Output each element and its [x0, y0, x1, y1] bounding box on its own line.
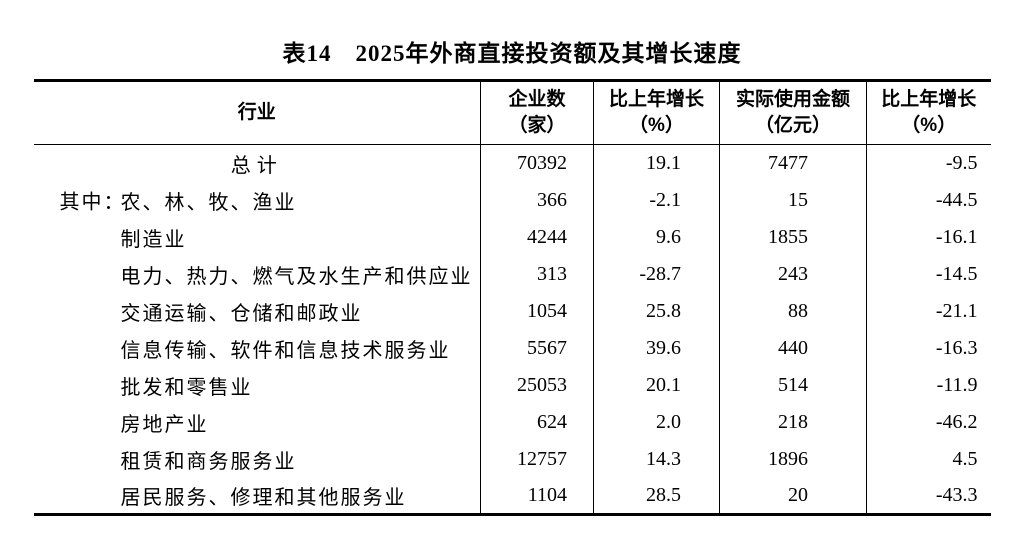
- industry-cell: 批发和零售业: [34, 367, 481, 404]
- table-row: 租赁和商务服务业 12757 14.3 1896 4.5: [34, 440, 991, 478]
- amount-value: 243: [719, 255, 867, 293]
- table-row: 房地产业 624 2.0 218 -46.2: [34, 403, 991, 441]
- enterprises-value: 1054: [480, 292, 594, 330]
- amount-growth-value: -16.1: [866, 218, 991, 256]
- table-row: 批发和零售业 25053 20.1 514 -11.9: [34, 366, 991, 404]
- amount-growth-value: -16.3: [866, 329, 991, 367]
- table-header: 行业 企业数 （家） 比上年增长 （%） 实际使用金额 （亿元） 比上年增长: [33, 80, 991, 145]
- enterprises-value: 624: [480, 403, 594, 441]
- amount-value: 514: [719, 366, 867, 404]
- enterprises-growth-value: 2.0: [593, 403, 720, 441]
- enterprises-growth-value: 28.5: [593, 477, 720, 515]
- amount-value: 1896: [719, 440, 867, 478]
- amount-growth-value: -21.1: [866, 292, 991, 330]
- enterprises-growth-value: 9.6: [593, 218, 720, 256]
- industry-label: 制造业: [120, 228, 187, 251]
- col-header-enterprises: 企业数 （家）: [480, 80, 594, 145]
- amount-value: 88: [719, 292, 867, 330]
- col-header-line1: 比上年增长: [608, 89, 704, 110]
- amount-growth-value: -43.3: [866, 477, 991, 515]
- enterprises-value: 1104: [480, 477, 594, 515]
- enterprises-growth-value: 25.8: [593, 292, 720, 330]
- industry-cell: 制造业: [34, 219, 481, 256]
- table-row: 其中： 农、林、牧、渔业 366 -2.1 15 -44.5: [34, 181, 991, 219]
- industry-cell: 总计: [34, 145, 481, 182]
- amount-value: 7477: [719, 144, 867, 182]
- col-header-enterprises-growth: 比上年增长 （%）: [593, 80, 720, 145]
- enterprises-value: 25053: [480, 366, 594, 404]
- col-header-line1: 比上年增长: [881, 89, 977, 110]
- col-header-line2: （亿元）: [754, 115, 831, 136]
- enterprises-growth-value: -2.1: [593, 181, 720, 219]
- table-row: 交通运输、仓储和邮政业 1054 25.8 88 -21.1: [34, 292, 991, 330]
- amount-growth-value: -14.5: [866, 255, 991, 293]
- table-row: 制造业 4244 9.6 1855 -16.1: [34, 218, 991, 256]
- enterprises-growth-value: 14.3: [593, 440, 720, 478]
- industry-label: 总计: [230, 154, 283, 177]
- amount-growth-value: -44.5: [866, 181, 991, 219]
- table-row: 信息传输、软件和信息技术服务业 5567 39.6 440 -16.3: [34, 329, 991, 367]
- row-prefix: 其中：: [59, 191, 126, 214]
- enterprises-value: 313: [480, 255, 594, 293]
- industry-label: 电力、热力、燃气及水生产和供应业: [120, 265, 473, 288]
- industry-cell: 租赁和商务服务业: [34, 441, 481, 478]
- enterprises-value: 4244: [480, 218, 594, 256]
- col-header-line1: 行业: [237, 102, 276, 123]
- table-row: 居民服务、修理和其他服务业 1104 28.5 20 -43.3: [34, 477, 991, 515]
- col-header-line2: （%）: [629, 115, 684, 136]
- industry-label: 交通运输、仓储和邮政业: [120, 302, 363, 325]
- header-row: 行业 企业数 （家） 比上年增长 （%） 实际使用金额 （亿元） 比上年增长: [33, 80, 991, 145]
- col-header-line2: （家）: [508, 115, 566, 136]
- industry-cell: 居民服务、修理和其他服务业: [34, 478, 481, 515]
- col-header-amount: 实际使用金额 （亿元）: [719, 80, 867, 145]
- enterprises-value: 5567: [480, 329, 594, 367]
- amount-growth-value: 4.5: [866, 440, 991, 478]
- industry-cell: 交通运输、仓储和邮政业: [34, 293, 481, 330]
- enterprises-growth-value: -28.7: [593, 255, 720, 293]
- amount-value: 20: [719, 477, 867, 515]
- enterprises-value: 366: [480, 181, 594, 219]
- industry-label: 农、林、牧、渔业: [120, 191, 297, 214]
- enterprises-value: 70392: [480, 144, 594, 182]
- col-header-line1: 企业数: [508, 89, 566, 110]
- table-body: 总计 70392 19.1 7477 -9.5 其中： 农、林、牧、渔业 366 …: [34, 144, 991, 515]
- col-header-industry: 行业: [33, 80, 481, 145]
- col-header-amount-growth: 比上年增长 （%）: [866, 80, 991, 145]
- enterprises-growth-value: 39.6: [593, 329, 720, 367]
- amount-growth-value: -9.5: [866, 144, 991, 182]
- enterprises-growth-value: 19.1: [593, 144, 720, 182]
- amount-value: 218: [719, 403, 867, 441]
- amount-growth-value: -11.9: [866, 366, 991, 404]
- col-header-line1: 实际使用金额: [735, 89, 850, 110]
- table-row-total: 总计 70392 19.1 7477 -9.5: [34, 144, 991, 182]
- amount-value: 1855: [719, 218, 867, 256]
- industry-cell: 电力、热力、燃气及水生产和供应业: [34, 256, 481, 293]
- fdi-table: 行业 企业数 （家） 比上年增长 （%） 实际使用金额 （亿元） 比上年增长: [33, 79, 991, 516]
- table-row: 电力、热力、燃气及水生产和供应业 313 -28.7 243 -14.5: [34, 255, 991, 293]
- industry-cell: 其中： 农、林、牧、渔业: [34, 182, 481, 219]
- enterprises-value: 12757: [480, 440, 594, 478]
- industry-label: 批发和零售业: [120, 376, 253, 399]
- industry-cell: 房地产业: [34, 404, 481, 441]
- amount-growth-value: -46.2: [866, 403, 991, 441]
- enterprises-growth-value: 20.1: [593, 366, 720, 404]
- industry-label: 信息传输、软件和信息技术服务业: [120, 339, 451, 362]
- amount-value: 440: [719, 329, 867, 367]
- industry-cell: 信息传输、软件和信息技术服务业: [34, 330, 481, 367]
- industry-label: 居民服务、修理和其他服务业: [120, 486, 407, 509]
- industry-label: 房地产业: [120, 413, 209, 436]
- industry-label: 租赁和商务服务业: [120, 450, 297, 473]
- col-header-line2: （%）: [901, 115, 957, 136]
- table-title: 表14 2025年外商直接投资额及其增长速度: [282, 41, 742, 66]
- amount-value: 15: [719, 181, 867, 219]
